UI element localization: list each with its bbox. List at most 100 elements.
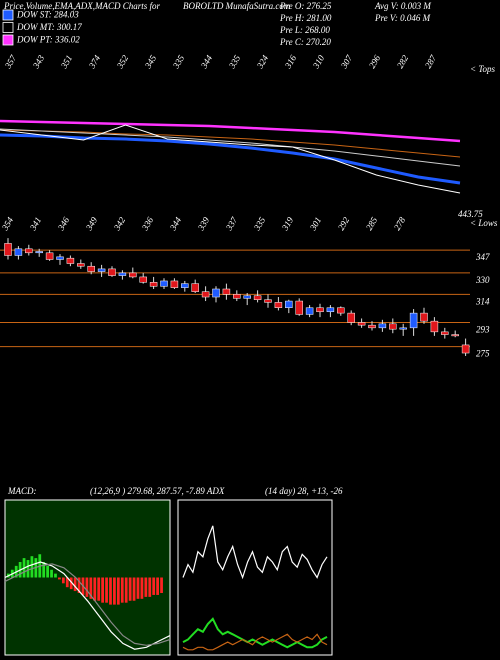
candle-body — [274, 302, 283, 308]
macd-bar — [101, 577, 104, 603]
macd-bar — [136, 577, 140, 599]
top-label: 292 — [336, 215, 352, 232]
candle-body — [305, 307, 314, 315]
macd-bar — [144, 577, 148, 597]
macd-bar — [160, 577, 163, 593]
candle-body — [56, 256, 64, 260]
level-label: 275 — [476, 349, 490, 359]
candle-body — [170, 280, 179, 288]
level-label: 347 — [475, 252, 490, 262]
series-line — [0, 124, 461, 194]
candle-body — [87, 265, 95, 272]
macd-bar — [65, 577, 69, 588]
top-label: 335 — [170, 53, 186, 71]
top-label: 351 — [58, 53, 74, 71]
series-line — [182, 525, 328, 580]
candle-body — [347, 312, 355, 323]
legend-swatch — [2, 22, 14, 33]
candle-body — [285, 300, 293, 308]
candle-body — [243, 295, 251, 299]
candle-body — [378, 323, 387, 329]
candle-body — [326, 307, 335, 313]
top-label: 296 — [367, 53, 383, 70]
macd-bar — [113, 577, 116, 605]
legend-swatch — [2, 34, 14, 46]
note-label: 443.75 — [458, 209, 483, 219]
macd-bar — [116, 577, 120, 605]
volume-stat: Avg V: 0.003 M — [374, 1, 431, 11]
candle-body — [461, 344, 470, 354]
top-label: 335 — [251, 215, 267, 233]
candle-body — [66, 257, 75, 264]
legend-label: DOW ST: 284.03 — [16, 10, 79, 20]
top-label: 344 — [198, 53, 214, 71]
top-label: 374 — [86, 53, 102, 71]
series-line — [182, 617, 328, 649]
stat: Pre O: 276.25 — [279, 1, 332, 11]
candle-body — [25, 248, 33, 254]
candle-body — [368, 324, 376, 329]
legend-label: DOW MT: 300.17 — [16, 22, 82, 32]
candle-body — [108, 268, 116, 276]
macd-bar — [85, 577, 89, 597]
macd-bar — [105, 577, 108, 603]
stat: Pre H: 281.00 — [279, 13, 332, 23]
top-label: 285 — [364, 215, 380, 232]
candle-body — [409, 312, 418, 329]
series-line — [0, 129, 461, 158]
legend-swatch — [2, 9, 14, 21]
top-label: 354 — [0, 215, 16, 233]
top-label: 301 — [307, 215, 323, 233]
candle-body — [14, 248, 23, 256]
series-line — [4, 561, 171, 650]
candle-body — [357, 322, 366, 326]
macd-bar — [26, 560, 30, 578]
macd-bar — [132, 577, 136, 601]
candle-body — [4, 243, 12, 256]
top-label: 310 — [310, 53, 326, 71]
macd-bar — [42, 562, 46, 578]
top-label: 349 — [83, 215, 99, 233]
top-label: 345 — [142, 53, 158, 71]
level-label: 293 — [476, 325, 490, 335]
candle-body — [264, 299, 272, 303]
candle-body — [399, 327, 407, 330]
candle-body — [191, 283, 199, 292]
macd-bar — [156, 577, 159, 595]
candle-body — [430, 320, 439, 333]
top-label: 282 — [395, 53, 411, 70]
macd-bar — [124, 577, 128, 603]
macd-params: (12,26,9 ) 279.68, 287.57, -7.89 ADX — [90, 486, 225, 496]
macd-bar — [152, 577, 156, 595]
top-label: 336 — [139, 215, 155, 233]
series-line — [182, 633, 328, 651]
volume-stat: Pre V: 0.046 M — [374, 13, 431, 23]
series-line — [0, 133, 461, 185]
candle-body — [451, 334, 459, 337]
top-label: 344 — [167, 215, 183, 233]
macd-bar — [93, 577, 97, 601]
macd-bar — [50, 569, 53, 578]
top-label: 316 — [282, 53, 298, 71]
series-line — [4, 563, 171, 646]
top-label: 287 — [423, 53, 439, 70]
macd-bar — [89, 577, 93, 599]
top-label: 342 — [111, 215, 127, 233]
candle-body — [77, 263, 85, 267]
top-label: 278 — [392, 215, 408, 232]
candle-body — [181, 283, 189, 288]
candle-body — [233, 294, 241, 299]
candle-body — [420, 312, 428, 322]
candle-body — [389, 323, 397, 330]
candle-body — [45, 252, 54, 260]
macd-label: MACD: — [7, 486, 37, 496]
legend-label: DOW PT: 336.02 — [16, 35, 80, 45]
candle-body — [97, 268, 106, 272]
macd-bar — [109, 577, 112, 605]
top-label: 346 — [55, 215, 71, 233]
candle-body — [222, 288, 231, 295]
top-label: 339 — [195, 215, 211, 233]
candle-body — [118, 272, 127, 276]
macd-bar — [148, 577, 152, 597]
